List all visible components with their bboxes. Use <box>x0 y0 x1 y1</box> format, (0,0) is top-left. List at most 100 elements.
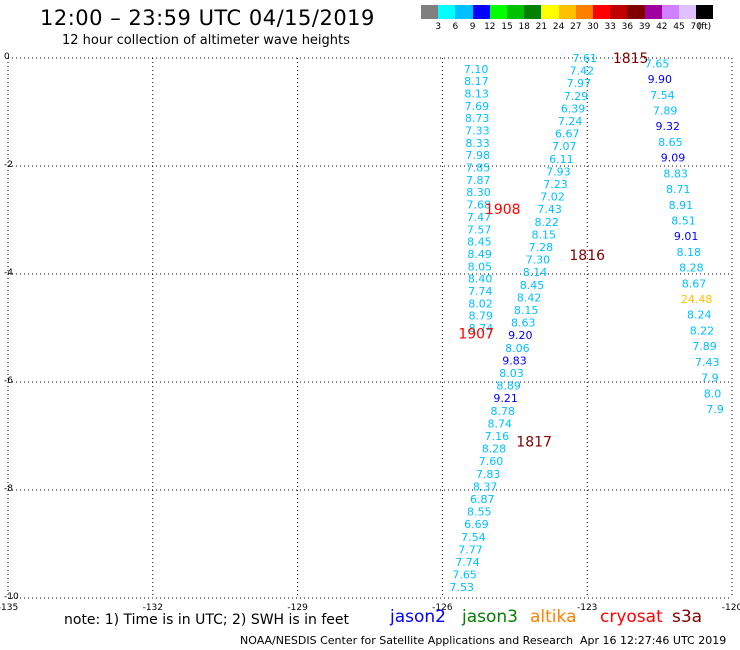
wave-height-value: 7.9 <box>706 403 724 416</box>
wave-height-value: 6.11 <box>549 153 574 166</box>
wave-height-value: 8.22 <box>534 216 559 229</box>
wave-height-value: 7.33 <box>465 125 490 138</box>
wave-height-value: 7.53 <box>449 581 474 594</box>
wave-height-value: 7.16 <box>485 430 510 443</box>
wave-height-value: 7.30 <box>526 254 551 267</box>
wave-height-value: 9.01 <box>674 230 699 243</box>
track-time-label: 1815 <box>613 51 649 67</box>
wave-height-value: 8.83 <box>663 167 688 180</box>
wave-height-value: 8.71 <box>666 183 691 196</box>
wave-height-value: 7.28 <box>529 241 554 254</box>
wave-height-value: 8.89 <box>496 380 521 393</box>
wave-height-value: 7.74 <box>468 285 493 298</box>
scale-swatch <box>575 5 593 19</box>
scale-label: 15 <box>501 22 513 32</box>
wave-height-value: 8.06 <box>505 342 530 355</box>
scale-swatch <box>593 5 611 19</box>
wave-height-value: 8.05 <box>468 260 493 273</box>
wave-height-value: 7.43 <box>537 203 562 216</box>
satellite-legend-entry: cryosat <box>600 607 663 627</box>
wave-height-value: 7.89 <box>692 340 717 353</box>
scale-swatch <box>489 5 507 19</box>
wave-height-value: 8.30 <box>466 186 491 199</box>
wave-height-value: 7.02 <box>540 191 565 204</box>
wave-height-value: 7.87 <box>466 174 491 187</box>
track-time-label: 1908 <box>485 202 521 218</box>
wave-height-value: 7.43 <box>695 356 720 369</box>
wave-height-value: 7.07 <box>552 140 577 153</box>
wave-height-value: 7.54 <box>650 89 675 102</box>
wave-height-value: 7.65 <box>645 57 670 70</box>
grid-lines <box>7 57 733 599</box>
wave-height-value: 8.03 <box>499 367 524 380</box>
track-time-label: 1816 <box>569 248 605 264</box>
wave-height-value: 8.73 <box>465 112 490 125</box>
wave-height-value: 8.91 <box>669 199 694 212</box>
wave-height-value: 8.33 <box>465 137 490 150</box>
wave-height-value: 7.47 <box>467 211 492 224</box>
scale-swatch <box>438 5 456 19</box>
wave-height-value: 6.69 <box>464 518 489 531</box>
scale-swatch <box>421 5 439 19</box>
wave-height-value: 8.28 <box>482 443 507 456</box>
generated-timestamp: Apr 16 12:27:46 UTC 2019 <box>580 634 727 647</box>
y-tick-label: -8 <box>4 484 13 494</box>
scale-label: 3 <box>435 22 442 32</box>
wave-height-value: 8.18 <box>677 246 702 259</box>
wave-height-value: 7.29 <box>564 90 589 103</box>
x-tick-label: -135 <box>0 603 18 613</box>
footer-note: note: 1) Time is in UTC; 2) SWH is in fe… <box>64 612 350 628</box>
scale-label: 30 <box>587 22 599 32</box>
wave-height-value: 8.0 <box>704 387 722 400</box>
track-time-label: 1817 <box>516 434 552 450</box>
wave-height-value: 7.24 <box>558 115 583 128</box>
x-axis-ticks: -135 -132 -129 -126 -123 -120 <box>0 603 740 613</box>
y-axis-ticks: 0 -2 -4 -6 -8 -10 <box>4 52 19 602</box>
wave-height-value: 6.67 <box>555 128 580 141</box>
x-tick-label: -129 <box>287 603 308 613</box>
x-tick-label: -126 <box>432 603 453 613</box>
scale-label: 36 <box>621 22 634 32</box>
scale-swatch <box>524 5 542 19</box>
scale-swatch <box>696 5 714 19</box>
page-title: 12:00 – 23:59 UTC 04/15/2019 <box>40 6 375 30</box>
wave-height-value: 9.20 <box>508 329 533 342</box>
y-tick-label: -4 <box>4 268 13 278</box>
wave-height-value: 8.28 <box>679 262 704 275</box>
satellite-legend-entry: jason3 <box>462 607 518 627</box>
scale-label: 9 <box>469 22 476 32</box>
wave-height-points: 7.108.178.137.698.737.338.337.987.857.87… <box>449 52 723 594</box>
wave-height-value: 8.15 <box>532 228 557 241</box>
scale-swatch <box>472 5 490 19</box>
track-time-annotations: 1815 1908 1816 1907 1817 <box>458 51 648 450</box>
wave-height-value: 8.15 <box>514 304 539 317</box>
wave-height-value: 8.65 <box>658 136 683 149</box>
scale-label: 21 <box>535 22 548 32</box>
wave-height-value: 7.85 <box>466 162 491 175</box>
wave-height-value: 8.67 <box>682 277 707 290</box>
wave-height-value: 6.87 <box>470 493 495 506</box>
wave-height-value: 7.54 <box>461 531 486 544</box>
wave-height-value: 7.23 <box>543 178 568 191</box>
wave-height-value: 8.74 <box>488 417 513 430</box>
scale-label: 12 <box>484 22 496 32</box>
wave-height-value: 8.79 <box>469 310 494 323</box>
wave-height-value: 8.49 <box>467 248 492 261</box>
wave-height-value: 8.78 <box>490 405 515 418</box>
scale-label: 70 <box>690 22 702 32</box>
scale-label: 45 <box>673 22 685 32</box>
wave-height-value: 8.55 <box>467 506 492 519</box>
track-time-label: 1907 <box>458 326 494 342</box>
x-tick-label: -123 <box>577 603 597 613</box>
wave-height-value: 7.89 <box>653 105 678 118</box>
y-tick-label: 0 <box>4 52 10 62</box>
scale-label: 39 <box>638 22 651 32</box>
wave-height-value: 8.40 <box>468 273 493 286</box>
wave-height-value: 8.02 <box>468 297 493 310</box>
wave-height-value: 8.45 <box>467 236 492 249</box>
wave-height-value: 8.45 <box>520 279 545 292</box>
wave-height-value: 8.24 <box>687 309 712 322</box>
wave-height-value: 7.68 <box>466 199 491 212</box>
wave-height-value: 7.60 <box>479 455 504 468</box>
